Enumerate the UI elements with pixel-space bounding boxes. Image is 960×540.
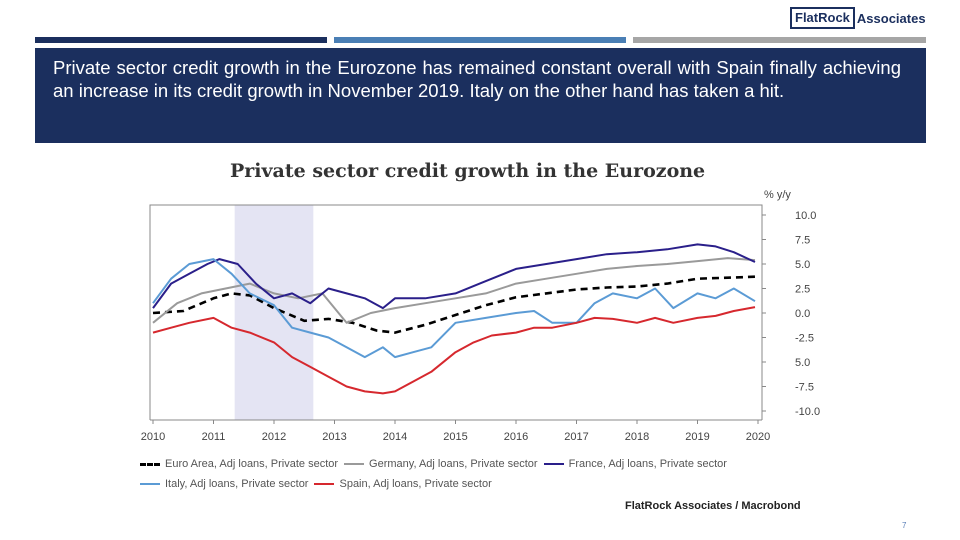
legend-label: Euro Area, Adj loans, Private sector xyxy=(165,458,339,470)
legend-swatch xyxy=(314,483,335,485)
legend-item: Euro Area, Adj loans, Private sector xyxy=(140,458,338,470)
y-tick-label: 7.5 xyxy=(795,235,810,247)
y-tick-label: 0.0 xyxy=(795,308,810,320)
company-logo: FlatRock Associates xyxy=(790,6,926,30)
y-tick-label: -10.0 xyxy=(795,406,820,418)
shaded-period xyxy=(234,205,314,420)
x-tick-label: 2020 xyxy=(746,431,770,443)
x-tick-label: 2015 xyxy=(443,431,467,443)
series-line-italy xyxy=(152,258,756,359)
legend-label: Spain, Adj loans, Private sector xyxy=(339,478,492,490)
legend-swatch xyxy=(140,462,160,466)
y-tick-label: 5.0 xyxy=(795,357,810,369)
y-axis-unit-label: % y/y xyxy=(764,189,791,201)
x-tick-label: 2012 xyxy=(262,431,286,443)
headline-banner: Private sector credit growth in the Euro… xyxy=(35,48,926,143)
x-tick-label: 2010 xyxy=(141,431,165,443)
legend-item: Germany, Adj loans, Private sector xyxy=(344,458,538,470)
legend-item: Spain, Adj loans, Private sector xyxy=(314,478,492,490)
x-tick-label: 2017 xyxy=(564,431,588,443)
legend-row: Euro Area, Adj loans, Private sector Germ… xyxy=(140,454,733,474)
series-line-euro-area xyxy=(152,275,756,334)
x-tick-label: 2019 xyxy=(685,431,709,443)
y-tick-label: 10.0 xyxy=(795,210,816,222)
y-tick-label: 5.0 xyxy=(795,259,810,271)
x-tick-label: 2013 xyxy=(322,431,346,443)
chart-title: Private sector credit growth in the Euro… xyxy=(230,160,706,182)
legend-label: Italy, Adj loans, Private sector xyxy=(165,478,309,490)
y-tick-label: 2.5 xyxy=(795,284,810,296)
legend-swatch xyxy=(543,463,564,465)
y-tick-label: -7.5 xyxy=(795,382,814,394)
header-strip-3 xyxy=(633,37,926,43)
x-tick-label: 2016 xyxy=(504,431,528,443)
legend-swatch xyxy=(344,463,365,465)
headline-text: Private sector credit growth in the Euro… xyxy=(53,57,901,101)
series-line-france xyxy=(152,243,756,310)
chart-legend: Euro Area, Adj loans, Private sector Germ… xyxy=(140,454,733,494)
x-tick-label: 2018 xyxy=(625,431,649,443)
logo-boxed-text: FlatRock xyxy=(790,7,855,29)
legend-item: France, Adj loans, Private sector xyxy=(543,458,727,470)
x-tick-label: 2011 xyxy=(202,431,226,443)
series-line-spain xyxy=(152,306,756,395)
page-number: 7 xyxy=(902,521,907,530)
header-strip-2 xyxy=(334,37,626,43)
legend-label: Germany, Adj loans, Private sector xyxy=(369,458,538,470)
legend-row: Italy, Adj loans, Private sector Spain, A… xyxy=(140,474,733,494)
legend-item: Italy, Adj loans, Private sector xyxy=(140,478,308,490)
header-strip-1 xyxy=(35,37,327,43)
source-credit: FlatRock Associates / Macrobond xyxy=(625,500,801,512)
logo-text: Associates xyxy=(856,10,926,26)
y-tick-label: -2.5 xyxy=(795,333,814,345)
legend-label: France, Adj loans, Private sector xyxy=(568,458,727,470)
x-tick-label: 2014 xyxy=(383,431,407,443)
legend-swatch xyxy=(140,483,160,485)
